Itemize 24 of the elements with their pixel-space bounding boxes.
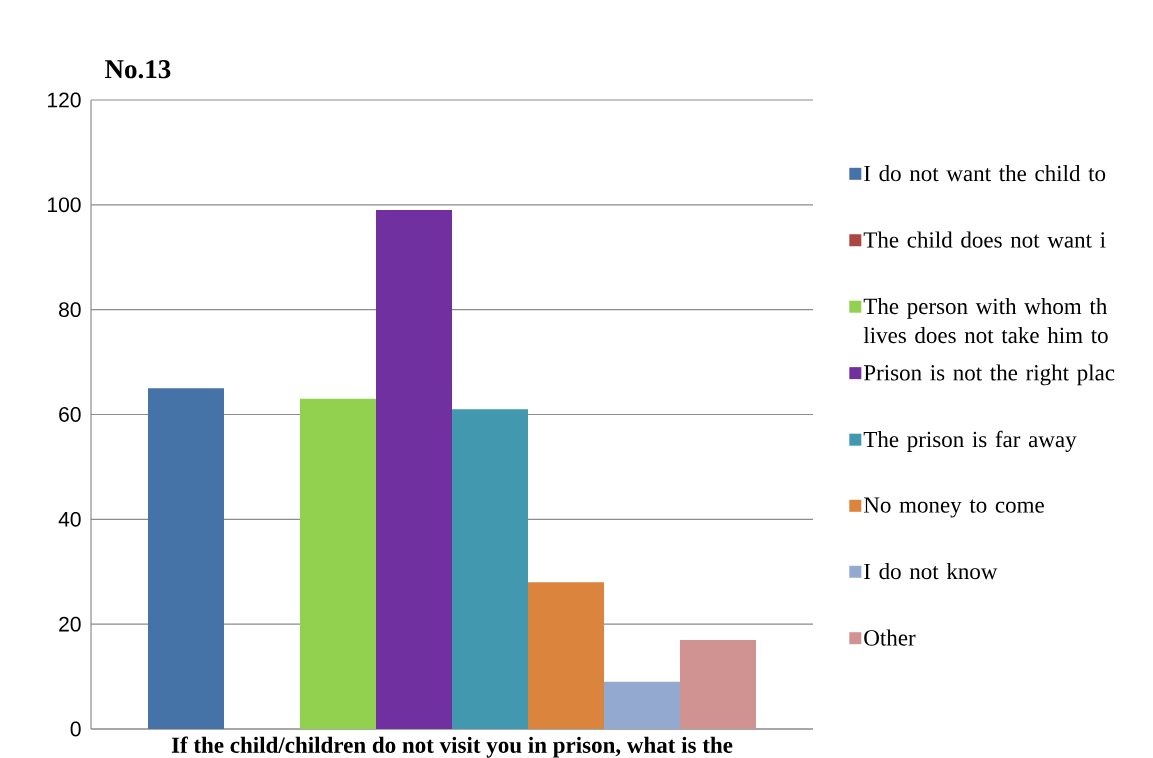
y-tick-label: 0 <box>70 721 81 737</box>
bar <box>528 582 605 729</box>
y-tick-label: 100 <box>48 197 81 213</box>
bar <box>148 388 225 729</box>
chart-title: No.13 <box>105 60 171 79</box>
y-tick-label: 40 <box>58 511 81 527</box>
legend-label: The person with whom th lives does not take him to <box>863 297 1108 344</box>
bar <box>680 639 757 729</box>
y-tick-label: 60 <box>59 407 81 422</box>
legend-label: The child does not want i <box>863 231 1106 248</box>
legend-label: I do not know <box>864 563 998 580</box>
y-tick-label: 20 <box>59 616 81 632</box>
bar <box>300 398 377 729</box>
x-axis-title: If the child/children do not visit you in prison, what is the <box>171 736 733 758</box>
legend-label: The prison is far away <box>863 430 1077 452</box>
bar <box>604 681 681 729</box>
legend-label: Other <box>864 629 916 646</box>
bar <box>376 210 453 729</box>
y-tick-label: 80 <box>59 302 81 318</box>
y-tick-label: 120 <box>48 92 81 108</box>
bar <box>452 409 529 729</box>
legend-label: Prison is not the right plac <box>863 364 1115 386</box>
legend-label: I do not want the child to <box>864 165 1106 182</box>
legend-label: No money to come <box>863 497 1044 518</box>
